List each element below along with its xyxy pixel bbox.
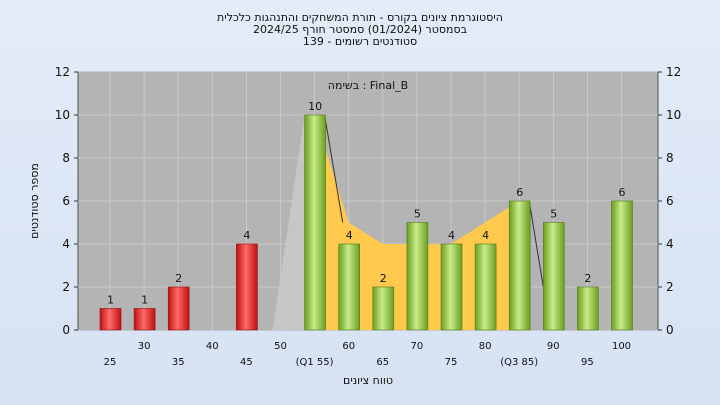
exam-annotation: בשימה : Final_B — [328, 79, 408, 92]
x-tick-label-upper: 30 — [138, 341, 151, 352]
x-tick-label-lower: (Q3 85) — [500, 357, 538, 368]
x-tick-label-upper: 70 — [411, 341, 424, 352]
y-tick-label-right: 2 — [666, 280, 674, 294]
chart-title-line-3: סטודנטים רשומים - 139 — [302, 35, 418, 48]
bar-value-label: 2 — [380, 272, 387, 285]
histogram-bar — [338, 243, 361, 331]
x-tick-label-upper: 60 — [342, 341, 355, 352]
interquartile-area — [314, 115, 520, 330]
x-tick-label-upper: 90 — [547, 341, 560, 352]
histogram-bar — [542, 222, 565, 331]
histogram-bar — [440, 243, 463, 331]
histogram-bar — [304, 114, 326, 331]
distribution-line-left — [324, 114, 344, 223]
x-tick-label-lower: 25 — [104, 357, 117, 368]
x-tick-label-upper: 80 — [479, 341, 492, 352]
y-tick-label-left: 0 — [62, 323, 70, 337]
bar-value-label: 6 — [619, 186, 626, 199]
y-tick-label-right: 6 — [666, 194, 674, 208]
bar-value-label: 4 — [346, 229, 353, 242]
x-tick-label-lower: 35 — [172, 357, 185, 368]
bar-value-label: 2 — [584, 272, 591, 285]
chart-title-line-2: בסמסטר (01/2024) סמסטר חורף 2024/25 — [253, 23, 467, 36]
pre-q1-area — [272, 115, 305, 330]
bar-value-label: 4 — [448, 229, 455, 242]
histogram-bar — [577, 286, 599, 331]
y-axis-label: מספר סטודנטים — [28, 163, 41, 239]
histogram-bar — [236, 243, 258, 331]
x-axis-label: טווח ציונים — [343, 374, 393, 387]
y-tick-label-left: 10 — [55, 108, 70, 122]
x-tick-label-upper: 40 — [206, 341, 219, 352]
y-tick-label-left: 12 — [55, 65, 70, 79]
y-tick-label-left: 2 — [62, 280, 70, 294]
y-tick-label-right: 8 — [666, 151, 674, 165]
histogram-bar — [99, 308, 122, 331]
histogram-bar — [133, 308, 156, 331]
x-tick-label-upper: 100 — [612, 341, 631, 352]
y-tick-label-right: 0 — [666, 323, 674, 337]
bar-value-label: 2 — [175, 272, 182, 285]
histogram-bar — [474, 243, 497, 331]
x-tick-label-lower: 65 — [376, 357, 389, 368]
bar-value-label: 1 — [107, 294, 114, 307]
histogram-bar — [406, 222, 429, 331]
histogram-bar — [508, 200, 531, 331]
histogram-bar — [611, 200, 633, 331]
bar-value-label: 5 — [414, 208, 421, 221]
histogram-bar — [372, 286, 395, 331]
y-tick-label-right: 12 — [666, 65, 681, 79]
distribution-line-right — [528, 200, 544, 288]
x-tick-label-lower: 95 — [581, 357, 594, 368]
bar-value-label: 1 — [141, 294, 148, 307]
histogram-bar — [167, 286, 190, 331]
bar-value-label: 10 — [308, 100, 322, 113]
x-tick-label-upper: 50 — [274, 341, 287, 352]
bar-value-label: 5 — [550, 208, 557, 221]
y-tick-label-right: 4 — [666, 237, 674, 251]
y-tick-label-right: 10 — [666, 108, 681, 122]
chart-title-line-1: היסטוגרמת ציונים בקורס - תורת המשחקים וה… — [217, 11, 503, 24]
y-tick-label-left: 6 — [62, 194, 70, 208]
bar-value-label: 6 — [516, 186, 523, 199]
x-tick-label-lower: 75 — [445, 357, 458, 368]
y-tick-label-left: 8 — [62, 151, 70, 165]
bar-value-label: 4 — [243, 229, 250, 242]
bar-value-label: 4 — [482, 229, 489, 242]
x-tick-label-lower: (Q1 55) — [296, 357, 334, 368]
y-tick-label-left: 4 — [62, 237, 70, 251]
x-tick-label-lower: 45 — [240, 357, 253, 368]
